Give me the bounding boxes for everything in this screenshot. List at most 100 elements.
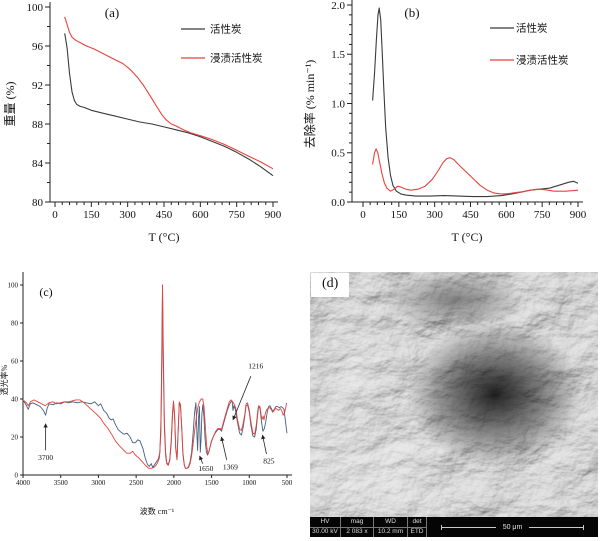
x-tick-label: 150 [391, 209, 408, 221]
sem-header-det: det [408, 517, 426, 528]
annotation-arrow [232, 376, 252, 421]
sem-col-wd: WD 10.2 mm [374, 517, 408, 537]
panel-label: (c) [39, 285, 52, 299]
panel-label: (a) [105, 5, 119, 20]
series-activated-carbon [22, 284, 288, 469]
axes [347, 0, 583, 207]
scale-bar-label: 50 μm [502, 523, 523, 531]
y-tick-label: 0 [15, 471, 19, 479]
x-tick-label: 500 [282, 479, 293, 487]
sem-header-wd: WD [374, 517, 407, 528]
sem-value-hv: 30.00 kV [312, 528, 338, 535]
y-axis-label: 重量 (%) [3, 82, 17, 127]
x-tick-label: 150 [83, 209, 100, 221]
y-tick-label: 92 [32, 80, 43, 92]
sem-col-hv: HV 30.00 kV [310, 517, 341, 537]
x-tick-label: 2000 [167, 479, 182, 487]
sem-scale-bar: 50 μm [427, 517, 598, 537]
x-tick-label: 3500 [54, 479, 69, 487]
panel-d-label: (d) [311, 273, 350, 297]
x-tick-label: 750 [228, 209, 245, 221]
scale-bar-right-line [529, 526, 584, 528]
panel-label: (b) [404, 5, 419, 20]
y-tick-label: 80 [11, 319, 19, 327]
y-tick-label: 96 [32, 41, 44, 53]
y-tick-label: 20 [11, 433, 19, 441]
tick-labels: 0 150 300 450 600 750 900 0.0 0.5 1.0 1.5 2.0 T (°C)… [302, 0, 587, 244]
x-tick-label: 900 [265, 209, 282, 221]
y-tick-label: 1.0 [331, 98, 345, 110]
x-tick-label: 3000 [91, 479, 106, 487]
y-tick-label: 2.0 [331, 0, 345, 12]
y-tick-label: 1.5 [331, 49, 345, 61]
sem-dark-pore [407, 322, 583, 466]
annotation-825: 825 [263, 457, 275, 466]
sem-col-det: det ETD [408, 517, 427, 537]
panel-d-sem: (d) HV 30.00 kV mag 2 083 x WD 10.2 mm d… [310, 272, 598, 537]
annotation-3700: 3700 [38, 453, 53, 462]
x-tick-label: 0 [360, 209, 366, 221]
x-axis-label: 波数 cm⁻¹ [140, 506, 175, 516]
scale-bar-right-cap [583, 524, 585, 530]
series-activated-carbon [372, 7, 579, 198]
x-tick-label: 900 [570, 209, 587, 221]
x-tick-label: 1500 [205, 479, 220, 487]
panel-d-label-text: (d) [322, 276, 339, 291]
legend-label: 活性炭 [210, 23, 242, 36]
panel-c-ftir-chart: 4000 3500 3000 2500 2000 1500 1000 500 0 20 40 60 80… [0, 272, 293, 516]
y-axis-label: 去除率 (% min⁻¹) [302, 60, 317, 149]
x-tick-label: 4000 [16, 479, 31, 487]
legend-label: 浸渍活性炭 [210, 52, 263, 65]
y-tick-label: 100 [8, 281, 19, 289]
sem-col-mag: mag 2 083 x [341, 517, 374, 537]
annotation-1369: 1369 [223, 462, 238, 471]
y-tick-label: 88 [32, 119, 44, 131]
panel-b-dtg-chart: 0 150 300 450 600 750 900 0.0 0.5 1.0 1.5 2.0 T (°C)… [302, 0, 587, 244]
x-tick-label: 600 [498, 209, 515, 221]
tick-labels: 4000 3500 3000 2500 2000 1500 1000 500 0 20 40 60 80… [0, 281, 293, 516]
sem-header-mag: mag [341, 517, 373, 528]
annotation-arrow [220, 436, 228, 460]
x-tick-label: 2500 [129, 479, 144, 487]
y-tick-label: 100 [27, 2, 44, 14]
sem-image [310, 272, 598, 517]
axes [45, 2, 278, 207]
y-tick-label: 40 [11, 395, 19, 403]
y-tick-label: 84 [32, 158, 44, 170]
y-tick-label: 0.5 [331, 148, 345, 160]
scale-bar-left-line [442, 526, 496, 528]
sem-dark-area-top [385, 272, 525, 330]
sem-bright-flakes-left [310, 326, 404, 418]
y-axis-label: 透光率% [0, 364, 9, 395]
x-tick-label: 450 [462, 209, 479, 221]
series-impregnated-activated-carbon [372, 148, 579, 195]
x-axis-label: T (°C) [452, 230, 483, 244]
tick-labels: 0 150 300 450 600 750 900 80 84 88 92 96 100 T (°C) 重量… [3, 2, 282, 244]
x-tick-label: 750 [534, 209, 551, 221]
x-axis-label: T (°C) [149, 230, 180, 244]
series-activated-carbon [64, 33, 274, 177]
sem-value-mag: 2 083 x [346, 528, 368, 535]
annotation-1216: 1216 [248, 362, 263, 371]
y-tick-label: 60 [11, 357, 19, 365]
annotation-arrow [261, 434, 267, 455]
series-impregnated-activated-carbon [22, 284, 288, 469]
y-tick-label: 0.0 [331, 197, 345, 209]
axes [20, 272, 292, 478]
x-tick-label: 300 [119, 209, 136, 221]
annotation-arrow [199, 455, 204, 464]
x-tick-label: 450 [156, 209, 173, 221]
annotation-1650: 1650 [198, 464, 213, 473]
sem-value-wd: 10.2 mm [377, 528, 404, 535]
annotations: 3700 1650 1369 1216 825 [38, 362, 275, 474]
x-tick-label: 600 [192, 209, 209, 221]
legend-label: 浸渍活性炭 [516, 54, 569, 67]
x-tick-label: 1000 [242, 479, 257, 487]
sem-header-hv: HV [310, 517, 340, 528]
x-tick-label: 0 [52, 209, 58, 221]
legend-label: 活性炭 [516, 22, 548, 35]
y-tick-label: 80 [32, 197, 44, 209]
